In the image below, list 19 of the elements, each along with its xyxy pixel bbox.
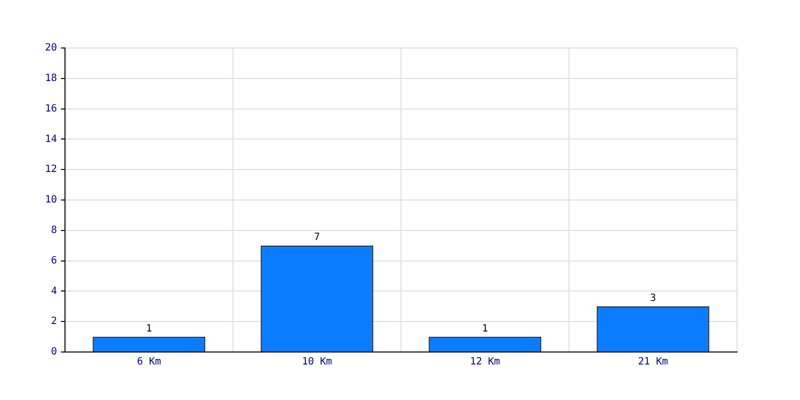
data-label: 1 — [146, 323, 152, 334]
y-tick-label: 18 — [44, 72, 57, 84]
y-tick-label: 0 — [50, 346, 57, 358]
x-tick-label: 12 Km — [470, 356, 500, 368]
x-tick-label: 6 Km — [136, 356, 162, 368]
x-tick-label: 10 Km — [302, 356, 332, 368]
y-tick-label: 14 — [44, 134, 57, 145]
x-tick-label: 21 Km — [638, 356, 668, 368]
y-tick-label: 16 — [44, 103, 57, 114]
data-label: 3 — [650, 292, 656, 304]
y-tick-label: 2 — [50, 316, 57, 328]
data-label: 1 — [482, 323, 488, 334]
y-tick-label: 4 — [50, 286, 57, 297]
y-tick-label: 20 — [44, 42, 57, 54]
data-label: 7 — [314, 232, 320, 244]
y-tick-label: 6 — [50, 255, 57, 266]
y-tick-label: 10 — [44, 194, 57, 206]
y-tick-label: 8 — [50, 224, 57, 236]
y-tick-label: 12 — [44, 164, 57, 176]
